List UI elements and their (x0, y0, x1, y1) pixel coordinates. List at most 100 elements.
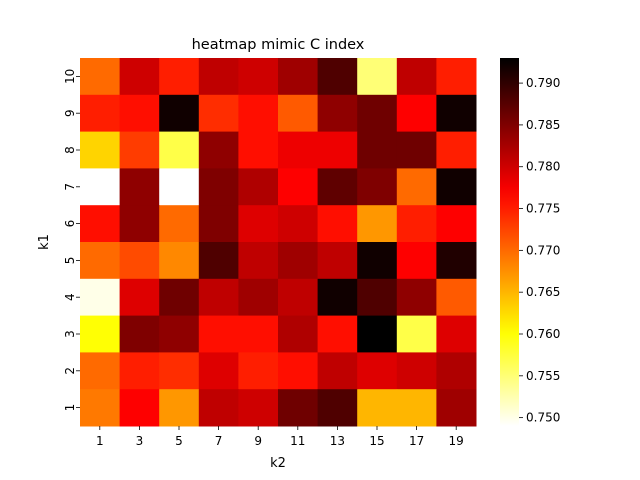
heatmap-cell (80, 131, 121, 169)
y-tick-label: 4 (63, 293, 77, 301)
heatmap-cell (159, 242, 200, 280)
heatmap-cell (80, 58, 121, 96)
heatmap-cell (80, 315, 121, 353)
heatmap-cell (436, 131, 477, 169)
chart-title: heatmap mimic C index (192, 37, 365, 53)
heatmap-cell (396, 352, 437, 390)
heatmap-cell (159, 389, 200, 427)
x-tick-label: 9 (254, 434, 262, 448)
y-tick-label: 7 (63, 183, 77, 191)
heatmap-cell (278, 352, 319, 390)
x-axis-label: k2 (270, 456, 286, 471)
heatmap-cell (357, 58, 398, 96)
y-tick-label: 6 (63, 220, 77, 228)
colorbar-tick-label: 0.785 (526, 118, 560, 132)
heatmap-cell (396, 94, 437, 133)
colorbar-tick-label: 0.790 (526, 76, 560, 90)
heatmap-cell (198, 315, 239, 353)
heatmap-cell (119, 58, 160, 96)
heatmap-cell (159, 168, 200, 206)
heatmap-cell (317, 315, 358, 353)
x-tick-label: 17 (409, 434, 424, 448)
colorbar-tick-label: 0.760 (526, 327, 560, 341)
heatmap-cell (159, 131, 200, 169)
heatmap-cell (119, 242, 160, 280)
y-tick-label: 10 (63, 69, 77, 84)
heatmap-cell (159, 352, 200, 390)
heatmap-cell (278, 278, 319, 317)
heatmap-cell (278, 168, 319, 206)
heatmap-cell (159, 278, 200, 317)
heatmap-cell (159, 58, 200, 96)
heatmap-cell (80, 168, 121, 206)
heatmap-cell (436, 94, 477, 133)
heatmap-cell (357, 389, 398, 427)
heatmap-cell (198, 58, 239, 96)
heatmap-cell (436, 168, 477, 206)
x-tick-labels: 1 3 5 7 9 11 13 15 17 19 (96, 426, 464, 448)
x-tick-label: 5 (175, 434, 183, 448)
y-tick-label: 8 (63, 146, 77, 154)
colorbar-tick-label: 0.780 (526, 160, 560, 174)
x-tick-label: 3 (136, 434, 144, 448)
heatmap-cell (436, 278, 477, 317)
heatmap-cell (396, 389, 437, 427)
heatmap-cell (238, 131, 279, 169)
heatmap-cell (278, 389, 319, 427)
x-tick-label: 13 (330, 434, 345, 448)
heatmap-cell (198, 278, 239, 317)
colorbar-tick-label: 0.765 (526, 285, 560, 299)
heatmap-cell (238, 352, 279, 390)
heatmap-cell (436, 315, 477, 353)
heatmap-cell (238, 94, 279, 133)
heatmap-cell (119, 389, 160, 427)
colorbar-tick-label: 0.750 (526, 411, 560, 425)
heatmap-cell (198, 131, 239, 169)
heatmap-cell (238, 242, 279, 280)
heatmap-cell (317, 94, 358, 133)
x-tick-label: 19 (449, 434, 464, 448)
heatmap-cell (80, 352, 121, 390)
heatmap-cell (119, 315, 160, 353)
heatmap-cell (159, 315, 200, 353)
heatmap-cell (198, 389, 239, 427)
heatmap-cell (396, 315, 437, 353)
heatmap-cell (238, 58, 279, 96)
x-tick-label: 7 (215, 434, 223, 448)
colorbar-tick-label: 0.770 (526, 243, 560, 257)
heatmap-cell (278, 205, 319, 243)
x-tick-label: 1 (96, 434, 104, 448)
colorbar-tick-label: 0.775 (526, 202, 560, 216)
heatmap-cell (396, 242, 437, 280)
heatmap-cell (396, 278, 437, 317)
heatmap-cell (317, 58, 358, 96)
x-tick-label: 11 (290, 434, 305, 448)
heatmap-cell (317, 242, 358, 280)
heatmap-cell (396, 205, 437, 243)
y-tick-label: 9 (63, 109, 77, 117)
heatmap-cell (119, 278, 160, 317)
colorbar-tick-label: 0.755 (526, 369, 560, 383)
heatmap-cell (396, 131, 437, 169)
heatmap-cell (119, 168, 160, 206)
heatmap-cell (436, 58, 477, 96)
colorbar (500, 58, 519, 426)
heatmap-cell (278, 131, 319, 169)
y-axis-label: k1 (37, 234, 52, 250)
heatmap-cell (278, 242, 319, 280)
heatmap-cell (198, 205, 239, 243)
y-tick-labels: 10 9 8 7 6 5 4 3 2 1 (63, 69, 80, 412)
y-tick-label: 1 (63, 404, 77, 412)
heatmap-cell (317, 131, 358, 169)
heatmap-cell (357, 352, 398, 390)
heatmap-cell (357, 278, 398, 317)
heatmap-cell (238, 389, 279, 427)
heatmap-cell (317, 168, 358, 206)
heatmap-cell (80, 278, 121, 317)
x-tick-label: 15 (369, 434, 384, 448)
heatmap-cell (238, 168, 279, 206)
heatmap-cell (396, 58, 437, 96)
heatmap-cell (198, 242, 239, 280)
heatmap-cell (119, 205, 160, 243)
